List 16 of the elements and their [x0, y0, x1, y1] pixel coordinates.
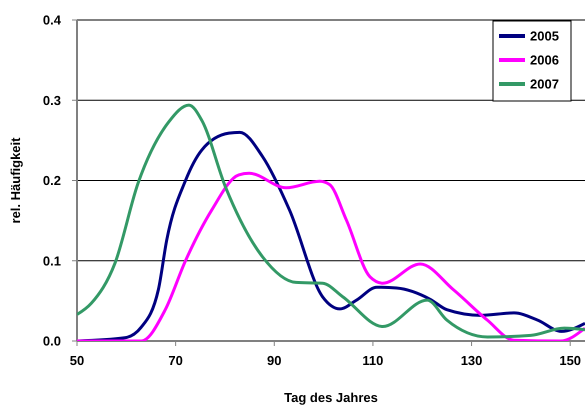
y-axis-title: rel. Häufigkeit: [8, 136, 23, 224]
legend-label: 2007: [530, 76, 559, 92]
x-tick-label: 150: [559, 353, 582, 368]
x-tick-label: 130: [460, 353, 482, 368]
y-tick-label: 0.2: [42, 173, 61, 188]
legend-label: 2006: [530, 52, 559, 68]
y-tick-label: 0.0: [42, 334, 61, 349]
y-tick-label: 0.1: [42, 253, 61, 268]
x-tick-label: 70: [168, 353, 183, 368]
x-tick-label: 90: [267, 353, 282, 368]
x-tick-label: 50: [70, 353, 84, 368]
x-axis-title: Tag des Jahres: [284, 390, 378, 405]
y-tick-label: 0.4: [42, 12, 62, 28]
y-tick-label: 0.3: [42, 92, 61, 108]
x-tick-label: 110: [362, 353, 384, 368]
legend-label: 2005: [530, 28, 559, 44]
